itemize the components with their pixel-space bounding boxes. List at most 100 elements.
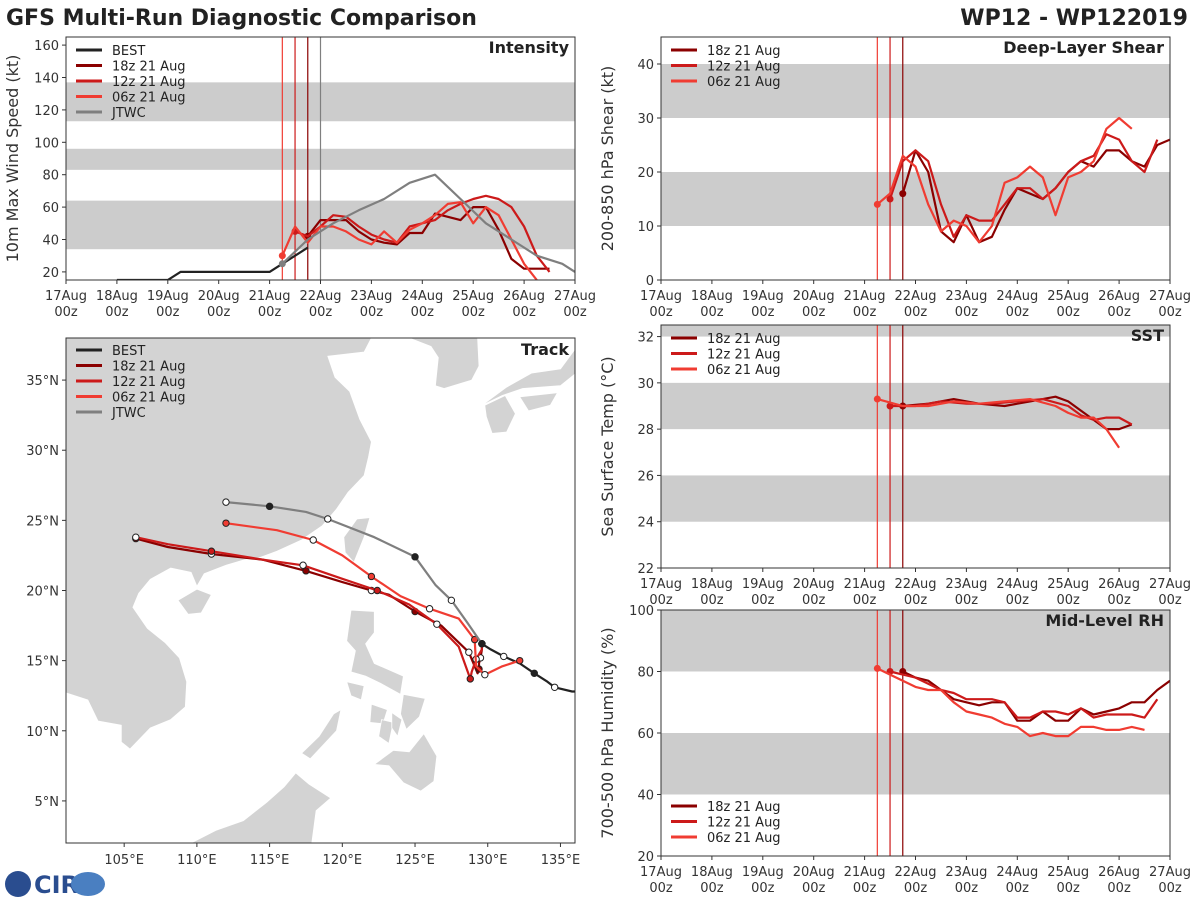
rh-ytick-label: 20 xyxy=(637,850,654,865)
shear-legend-label: 12z 21 Aug xyxy=(707,60,781,75)
sst-xtick-label: 21Aug xyxy=(844,577,886,592)
track-legend-label: 18z 21 Aug xyxy=(112,360,186,375)
track-point-12z xyxy=(132,533,140,541)
intensity-title: Intensity xyxy=(489,38,570,57)
sst-panel: 22242628303217Aug00z18Aug00z19Aug00z20Au… xyxy=(598,324,1191,608)
shear-xtick-sublabel: 00z xyxy=(1158,305,1182,320)
shear-xtick-sublabel: 00z xyxy=(955,305,979,320)
intensity-init-point-JTWC xyxy=(278,260,286,268)
track-point-BEST xyxy=(530,669,538,677)
sst-line-12z xyxy=(890,398,1133,426)
logo-globe-icon xyxy=(5,871,31,897)
sst-ytick-label: 30 xyxy=(637,377,654,392)
track-point-JTWC xyxy=(265,502,274,511)
intensity-legend-label: 06z 21 Aug xyxy=(112,91,186,106)
rh-legend-label: 18z 21 Aug xyxy=(707,800,781,815)
intensity-legend-label: 12z 21 Aug xyxy=(112,75,186,90)
intensity-xtick-sublabel: 00z xyxy=(156,305,180,320)
sst-ytick-label: 26 xyxy=(637,469,654,484)
track-xtick-label: 135°E xyxy=(541,853,581,868)
intensity-ytick-label: 140 xyxy=(34,72,59,87)
intensity-xtick-label: 22Aug xyxy=(300,289,342,304)
track-point-12z xyxy=(299,561,307,569)
land-malay xyxy=(66,692,67,802)
sst-legend-label: 12z 21 Aug xyxy=(707,348,781,363)
sst-legend-label: 18z 21 Aug xyxy=(707,332,781,347)
rh-ylabel: 700-500 hPa Humidity (%) xyxy=(598,627,617,838)
land-mindoro xyxy=(346,681,365,701)
shear-xtick-label: 27Aug xyxy=(1149,289,1191,304)
sst-ytick-label: 32 xyxy=(637,331,654,346)
intensity-ylabel: 10m Max Wind Speed (kt) xyxy=(3,55,22,263)
track-xtick-label: 110°E xyxy=(177,853,217,868)
intensity-xtick-sublabel: 00z xyxy=(309,305,333,320)
shear-xtick-label: 17Aug xyxy=(640,289,682,304)
intensity-xtick-sublabel: 00z xyxy=(411,305,435,320)
intensity-xtick-label: 23Aug xyxy=(350,289,392,304)
intensity-xtick-label: 25Aug xyxy=(452,289,494,304)
sst-xtick-sublabel: 00z xyxy=(802,593,826,608)
intensity-series-group xyxy=(116,173,575,280)
storm-id: WP12 - WP122019 xyxy=(960,6,1188,31)
shear-init-point-06z xyxy=(873,200,881,208)
sst-ytick-label: 22 xyxy=(637,562,654,577)
rh-panel: 2040608010017Aug00z18Aug00z19Aug00z20Aug… xyxy=(598,604,1191,896)
intensity-legend-label: JTWC xyxy=(111,106,146,121)
intensity-xtick-sublabel: 00z xyxy=(360,305,384,320)
track-point-BEST xyxy=(579,688,585,694)
shear-init-point-18z xyxy=(899,190,907,198)
rh-xtick-label: 20Aug xyxy=(793,865,835,880)
intensity-legend-label: 18z 21 Aug xyxy=(112,60,186,75)
track-ytick-label: 10°N xyxy=(26,725,59,740)
intensity-line-18z xyxy=(306,206,550,270)
sst-ylabel: Sea Surface Temp (°C) xyxy=(598,356,617,536)
rh-xtick-sublabel: 00z xyxy=(955,881,979,896)
shear-xtick-label: 20Aug xyxy=(793,289,835,304)
sst-xtick-sublabel: 00z xyxy=(1107,593,1131,608)
intensity-xtick-label: 19Aug xyxy=(147,289,189,304)
intensity-xtick-sublabel: 00z xyxy=(54,305,78,320)
rh-title: Mid-Level RH xyxy=(1045,611,1164,630)
land-cebu xyxy=(391,711,403,738)
intensity-line-BEST xyxy=(116,246,309,280)
land-luzon xyxy=(346,609,404,695)
rh-xtick-sublabel: 00z xyxy=(1107,881,1131,896)
sst-xtick-label: 20Aug xyxy=(793,577,835,592)
intensity-xtick-label: 24Aug xyxy=(401,289,443,304)
shear-series-group xyxy=(873,116,1170,244)
shear-xtick-sublabel: 00z xyxy=(1107,305,1131,320)
shear-xtick-label: 22Aug xyxy=(895,289,937,304)
intensity-xtick-label: 20Aug xyxy=(198,289,240,304)
logo-swirl-icon xyxy=(71,872,105,896)
track-map xyxy=(66,338,575,843)
rh-ytick-label: 80 xyxy=(637,666,654,681)
figure-title: GFS Multi-Run Diagnostic Comparison xyxy=(6,6,477,31)
sst-xtick-label: 22Aug xyxy=(895,577,937,592)
rh-line-06z xyxy=(876,667,1145,738)
sst-xtick-sublabel: 00z xyxy=(1006,593,1030,608)
shear-xtick-sublabel: 00z xyxy=(904,305,928,320)
sst-xtick-label: 24Aug xyxy=(996,577,1038,592)
sst-ytick-label: 24 xyxy=(637,516,654,531)
track-xtick-label: 115°E xyxy=(250,853,290,868)
sst-xtick-sublabel: 00z xyxy=(700,593,724,608)
track-ytick-label: 30°N xyxy=(26,444,59,459)
intensity-xtick-sublabel: 00z xyxy=(258,305,282,320)
land-palawan xyxy=(300,708,342,760)
track-ytick-label: 5°N xyxy=(35,795,60,810)
sst-xtick-label: 27Aug xyxy=(1149,577,1191,592)
track-point-JTWC xyxy=(411,553,419,561)
track-point-12z xyxy=(207,547,216,555)
intensity-xtick-sublabel: 00z xyxy=(105,305,129,320)
rh-line-12z xyxy=(889,670,1159,719)
track-point-BEST xyxy=(500,652,508,661)
sst-xtick-label: 23Aug xyxy=(945,577,987,592)
shear-xtick-label: 26Aug xyxy=(1098,289,1140,304)
sst-xtick-sublabel: 00z xyxy=(1057,593,1081,608)
sst-xtick-sublabel: 00z xyxy=(649,593,673,608)
shear-xtick-label: 25Aug xyxy=(1047,289,1089,304)
shear-panel: 01020304017Aug00z18Aug00z19Aug00z20Aug00… xyxy=(598,36,1191,320)
rh-xtick-sublabel: 00z xyxy=(700,881,724,896)
track-point-JTWC xyxy=(447,596,456,605)
